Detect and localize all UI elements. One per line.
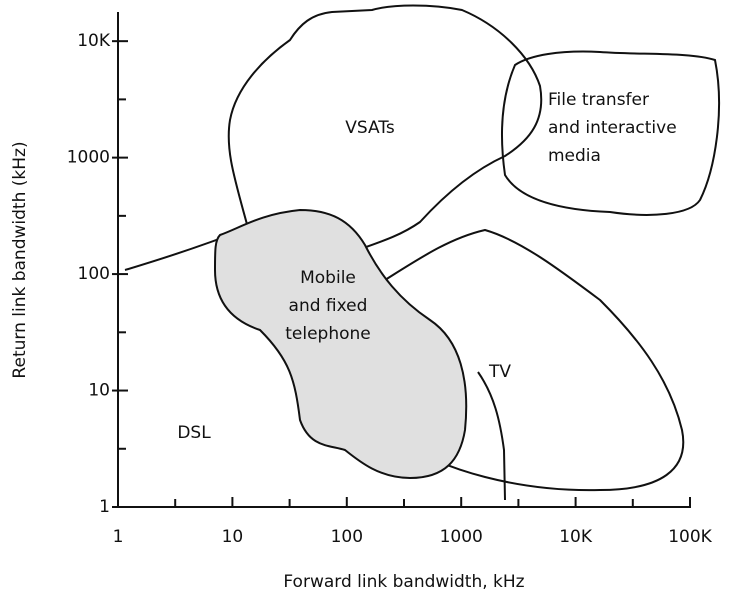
y-tick-label: 1000 (67, 148, 110, 168)
x-tick-label: 10K (559, 527, 593, 547)
tv-tail (477, 371, 506, 501)
region-label: File transfer (548, 90, 649, 110)
region-label: TV (488, 362, 511, 382)
region-label: telephone (285, 324, 371, 344)
region-label: media (548, 146, 601, 166)
region-label: Mobile (300, 268, 356, 288)
y-tick-label: 10 (88, 381, 110, 401)
region-label: DSL (177, 423, 211, 443)
telephone-region (213, 208, 468, 480)
file-transfer-region (501, 50, 720, 216)
vsat-region (124, 4, 543, 271)
x-tick-label: 100 (331, 527, 363, 547)
region-label: and fixed (289, 296, 368, 316)
x-tick-label: 1 (113, 527, 124, 547)
region-label: and interactive (548, 118, 677, 138)
x-axis-label: Forward link bandwidth, kHz (283, 572, 524, 592)
y-tick-label: 100 (78, 264, 110, 284)
x-tick-label: 100K (668, 527, 712, 547)
x-tick-label: 10 (222, 527, 244, 547)
region-label: VSATs (345, 118, 395, 138)
y-tick-label: 10K (77, 31, 111, 51)
y-axis-label: Return link bandwidth (kHz) (10, 141, 30, 378)
y-tick-label: 1 (99, 497, 110, 517)
x-tick-label: 1000 (440, 527, 483, 547)
